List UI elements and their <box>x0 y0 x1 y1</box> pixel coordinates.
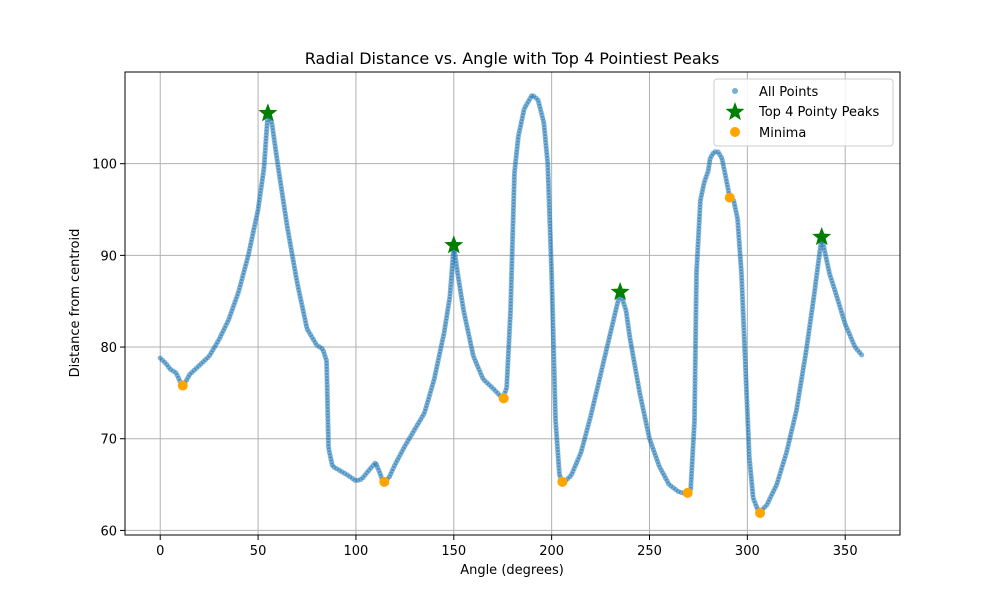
chart-title: Radial Distance vs. Angle with Top 4 Poi… <box>305 49 720 68</box>
x-ticks: 0 50 100 150 200 250 300 350 <box>156 535 858 559</box>
y-tick-label: 70 <box>100 433 117 448</box>
data-point <box>859 352 865 358</box>
x-tick-label: 100 <box>344 544 369 559</box>
legend: All Points Top 4 Pointy Peaks Minima <box>713 78 894 147</box>
minimum-marker <box>557 476 568 487</box>
legend-marker-all-points <box>732 88 738 94</box>
legend-marker-peaks <box>725 102 745 121</box>
x-tick-label: 50 <box>250 544 267 559</box>
legend-marker-minima <box>730 127 740 137</box>
x-tick-label: 200 <box>539 544 564 559</box>
minimum-marker <box>379 476 390 487</box>
x-tick-label: 150 <box>441 544 466 559</box>
y-tick-label: 90 <box>100 249 117 264</box>
plot-frame <box>124 71 901 536</box>
y-tick-label: 60 <box>100 524 117 539</box>
peaks-layer <box>258 103 832 301</box>
y-ticks: 60 70 80 90 100 <box>92 158 125 539</box>
peak-star <box>812 227 832 246</box>
y-tick-label: 100 <box>92 158 117 173</box>
y-axis-label: Distance from centroid <box>68 229 83 378</box>
x-tick-label: 350 <box>833 544 858 559</box>
x-tick-label: 250 <box>637 544 662 559</box>
legend-box <box>713 78 894 147</box>
grid <box>125 72 900 535</box>
legend-label-all-points: All Points <box>759 85 819 100</box>
peak-star <box>610 282 630 301</box>
y-tick-label: 80 <box>100 341 117 356</box>
x-tick-label: 0 <box>156 544 164 559</box>
minimum-marker <box>682 487 693 498</box>
minimum-marker <box>498 393 509 404</box>
peak-star <box>444 235 464 254</box>
points-layer <box>157 93 865 515</box>
x-tick-label: 300 <box>735 544 760 559</box>
x-axis-label: Angle (degrees) <box>460 563 564 578</box>
minimum-marker <box>755 507 766 518</box>
legend-label-peaks: Top 4 Pointy Peaks <box>758 105 879 120</box>
minima-layer <box>177 192 766 518</box>
minimum-marker <box>724 192 735 203</box>
peak-star <box>258 103 278 122</box>
legend-label-minima: Minima <box>759 126 806 141</box>
minimum-marker <box>177 380 188 391</box>
